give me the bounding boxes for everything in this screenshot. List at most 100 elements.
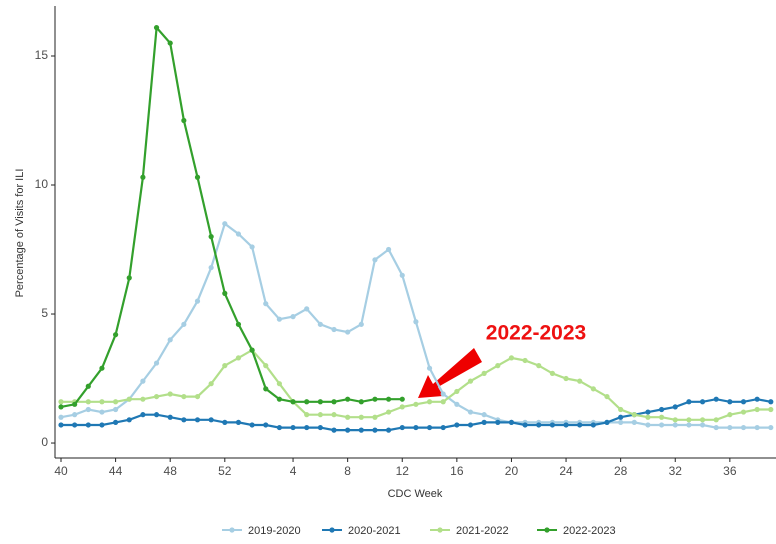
point xyxy=(222,290,228,296)
point xyxy=(440,399,446,405)
point xyxy=(58,422,64,428)
point xyxy=(727,399,733,405)
point xyxy=(304,412,310,418)
point xyxy=(740,399,747,405)
point xyxy=(276,424,282,431)
point xyxy=(754,424,760,431)
point xyxy=(345,329,351,335)
point xyxy=(672,417,678,423)
point xyxy=(140,396,146,402)
point xyxy=(386,427,392,433)
point xyxy=(563,375,569,382)
point xyxy=(181,417,187,423)
point xyxy=(222,221,228,227)
point xyxy=(699,399,706,405)
point xyxy=(58,404,64,410)
legend-swatch-dot xyxy=(229,527,235,533)
point xyxy=(659,414,665,420)
point xyxy=(631,412,637,418)
x-tick-label: 8 xyxy=(344,464,351,478)
legend-label: 2022-2023 xyxy=(563,525,616,537)
point xyxy=(331,427,337,433)
point xyxy=(290,399,296,405)
legend-label: 2019-2020 xyxy=(248,525,301,537)
x-axis-title: CDC Week xyxy=(388,488,443,500)
point xyxy=(345,427,351,433)
point xyxy=(99,399,105,405)
point xyxy=(85,399,91,405)
point xyxy=(399,404,405,410)
point xyxy=(276,381,282,387)
point xyxy=(768,406,774,413)
point xyxy=(699,422,706,428)
point xyxy=(454,422,460,428)
point xyxy=(153,360,160,366)
point xyxy=(618,419,624,425)
point xyxy=(181,321,187,327)
point xyxy=(153,25,160,31)
annotation-arrow xyxy=(418,348,482,398)
point xyxy=(481,370,487,376)
point xyxy=(140,174,146,180)
point xyxy=(72,412,78,418)
point xyxy=(740,409,747,415)
point xyxy=(536,363,542,369)
point xyxy=(713,417,719,423)
point xyxy=(113,419,119,425)
x-tick-label: 44 xyxy=(109,464,123,478)
point xyxy=(304,424,310,431)
point xyxy=(440,424,446,431)
point xyxy=(290,314,296,320)
y-tick-label: 0 xyxy=(41,435,48,449)
point xyxy=(263,301,269,307)
point xyxy=(618,406,624,413)
point xyxy=(590,422,596,428)
point xyxy=(249,244,255,250)
point xyxy=(222,363,228,369)
point xyxy=(563,422,569,428)
point xyxy=(754,396,760,402)
point xyxy=(713,424,719,431)
point xyxy=(426,365,433,371)
point xyxy=(290,424,296,431)
point xyxy=(140,412,146,418)
point xyxy=(549,370,556,376)
legend-label: 2020-2021 xyxy=(348,525,401,537)
point xyxy=(467,378,474,384)
point xyxy=(263,363,269,369)
point xyxy=(345,414,351,420)
x-tick-label: 4 xyxy=(290,464,297,478)
point xyxy=(317,399,323,405)
point xyxy=(331,326,337,333)
point xyxy=(386,396,392,402)
point xyxy=(167,40,173,46)
point xyxy=(358,321,364,327)
point xyxy=(358,399,364,405)
point xyxy=(699,417,706,423)
point xyxy=(72,422,78,428)
point xyxy=(208,381,214,387)
point xyxy=(358,427,364,433)
point xyxy=(426,399,433,405)
point xyxy=(304,399,310,405)
point xyxy=(208,417,214,423)
point xyxy=(672,404,678,410)
point xyxy=(399,272,405,278)
x-tick-label: 52 xyxy=(218,464,232,478)
series-line xyxy=(60,24,403,408)
point xyxy=(740,424,747,431)
point xyxy=(413,401,419,407)
point xyxy=(768,424,774,431)
point xyxy=(58,399,64,405)
point xyxy=(754,406,760,413)
point xyxy=(276,396,282,402)
point xyxy=(590,386,596,392)
point xyxy=(495,363,501,369)
point xyxy=(99,422,105,428)
point xyxy=(235,355,242,361)
series-line xyxy=(60,221,771,429)
point xyxy=(672,422,678,428)
x-tick-label: 40 xyxy=(54,464,68,478)
point xyxy=(167,337,173,343)
point xyxy=(399,424,405,431)
